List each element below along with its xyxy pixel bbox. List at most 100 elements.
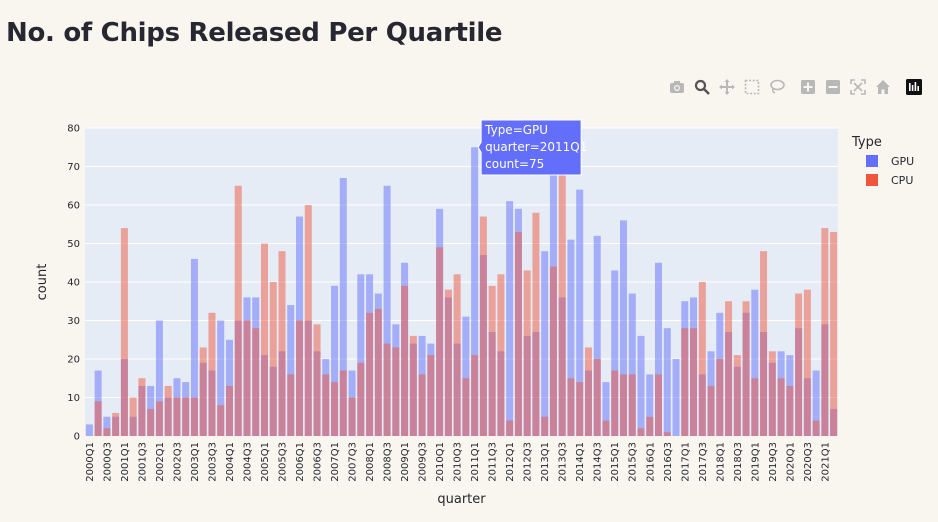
bar-gpu[interactable] (812, 370, 820, 436)
bar-cpu[interactable] (742, 301, 750, 436)
bar-cpu[interactable] (296, 320, 304, 437)
legend-item-cpu[interactable]: CPU (866, 174, 913, 187)
bar-gpu[interactable] (602, 382, 610, 436)
bar-cpu[interactable] (786, 385, 794, 436)
bar-cpu[interactable] (549, 266, 557, 436)
bar-gpu[interactable] (155, 320, 163, 437)
bar-gpu[interactable] (637, 335, 645, 436)
bar-cpu[interactable] (147, 409, 155, 436)
bar-gpu[interactable] (655, 262, 663, 436)
bar-cpu[interactable] (795, 293, 803, 436)
bar-gpu[interactable] (217, 320, 225, 437)
bar-cpu[interactable] (182, 397, 190, 437)
zoom-out-icon[interactable] (820, 76, 845, 98)
bar-gpu[interactable] (663, 328, 671, 436)
bar-cpu[interactable] (821, 228, 829, 436)
bar-cpu[interactable] (576, 382, 584, 436)
bar-cpu[interactable] (418, 374, 426, 436)
bar-cpu[interactable] (260, 243, 268, 437)
bar-gpu[interactable] (383, 185, 391, 436)
bar-cpu[interactable] (655, 374, 663, 436)
bar-cpu[interactable] (637, 428, 645, 436)
bar-cpu[interactable] (777, 378, 785, 436)
camera-icon[interactable] (664, 76, 689, 98)
lasso-select-icon[interactable] (764, 76, 789, 98)
bar-cpu[interactable] (217, 405, 225, 436)
bar-cpu[interactable] (444, 289, 452, 436)
bar-cpu[interactable] (155, 401, 163, 436)
bar-cpu[interactable] (164, 385, 172, 436)
bar-gpu[interactable] (506, 201, 514, 436)
bar-cpu[interactable] (94, 401, 102, 436)
bar-cpu[interactable] (803, 289, 811, 436)
bar-cpu[interactable] (628, 374, 636, 436)
bar-cpu[interactable] (357, 362, 365, 436)
bar-cpu[interactable] (103, 428, 111, 436)
bar-cpu[interactable] (760, 251, 768, 436)
bar-cpu[interactable] (646, 416, 654, 436)
bar-gpu[interactable] (672, 359, 680, 436)
bar-cpu[interactable] (812, 420, 820, 436)
bar-cpu[interactable] (436, 247, 444, 436)
bar-cpu[interactable] (313, 324, 321, 436)
bar-cpu[interactable] (173, 397, 181, 437)
bar-cpu[interactable] (252, 328, 260, 436)
bar-cpu[interactable] (392, 347, 400, 436)
bar-gpu[interactable] (619, 220, 627, 436)
bar-gpu[interactable] (85, 424, 93, 436)
bar-gpu[interactable] (462, 316, 470, 436)
bar-cpu[interactable] (602, 420, 610, 436)
bar-gpu[interactable] (190, 258, 198, 436)
bar-cpu[interactable] (199, 347, 207, 436)
bar-cpu[interactable] (129, 397, 137, 437)
bar-cpu[interactable] (506, 420, 514, 436)
bar-cpu[interactable] (366, 312, 374, 436)
plotly-logo-icon[interactable] (901, 76, 926, 98)
bar-cpu[interactable] (112, 412, 120, 436)
bar-gpu[interactable] (576, 189, 584, 436)
bar-gpu[interactable] (471, 147, 479, 436)
bar-gpu[interactable] (541, 251, 549, 436)
zoom-icon[interactable] (689, 76, 714, 98)
bar-cpu[interactable] (690, 328, 698, 436)
bar-gpu[interactable] (287, 305, 295, 436)
bar-cpu[interactable] (453, 274, 461, 436)
bar-cpu[interactable] (269, 282, 277, 436)
bar-cpu[interactable] (409, 335, 417, 436)
bar-gpu[interactable] (357, 274, 365, 436)
bar-cpu[interactable] (497, 274, 505, 436)
pan-icon[interactable] (714, 76, 739, 98)
bar-cpu[interactable] (225, 385, 233, 436)
bar-cpu[interactable] (401, 285, 409, 436)
bar-cpu[interactable] (707, 385, 715, 436)
bar-cpu[interactable] (471, 355, 479, 436)
bar-cpu[interactable] (716, 359, 724, 436)
bar-cpu[interactable] (190, 397, 198, 437)
bar-gpu[interactable] (628, 293, 636, 436)
bar-cpu[interactable] (584, 347, 592, 436)
bar-cpu[interactable] (374, 308, 382, 436)
reset-axes-icon[interactable] (870, 76, 895, 98)
bar-cpu[interactable] (663, 432, 671, 436)
bar-cpu[interactable] (138, 378, 146, 436)
autoscale-icon[interactable] (845, 76, 870, 98)
bar-cpu[interactable] (278, 251, 286, 436)
bar-cpu[interactable] (462, 378, 470, 436)
bar-cpu[interactable] (331, 382, 339, 436)
bar-cpu[interactable] (304, 205, 312, 436)
bar-cpu[interactable] (514, 231, 522, 436)
bar-cpu[interactable] (287, 374, 295, 436)
legend-item-gpu[interactable]: GPU (866, 155, 914, 168)
bar-gpu[interactable] (331, 285, 339, 436)
bar-cpu[interactable] (619, 374, 627, 436)
bar-gpu[interactable] (646, 374, 654, 436)
bar-cpu[interactable] (698, 282, 706, 436)
bar-gpu[interactable] (339, 178, 347, 437)
bar-cpu[interactable] (532, 212, 540, 436)
bar-cpu[interactable] (427, 355, 435, 436)
bar-cpu[interactable] (567, 378, 575, 436)
bar-gpu[interactable] (567, 239, 575, 436)
bar-cpu[interactable] (558, 174, 566, 436)
bar-cpu[interactable] (479, 216, 487, 436)
bar-cpu[interactable] (243, 320, 251, 437)
